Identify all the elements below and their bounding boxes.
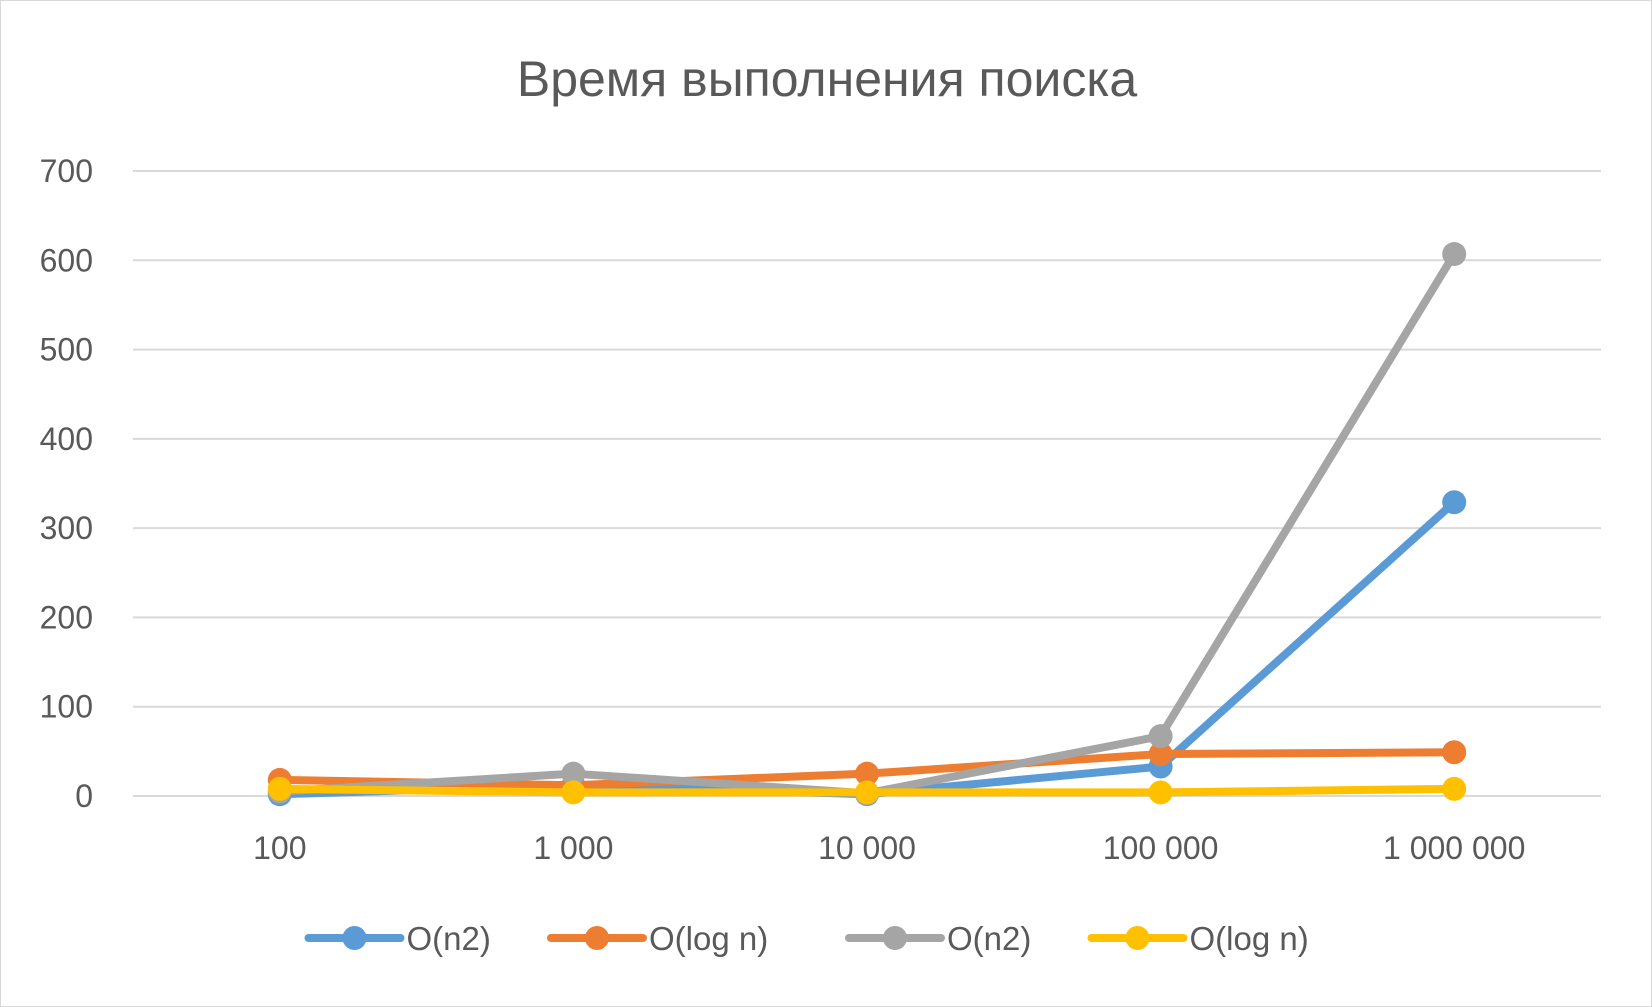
legend-swatch-marker [342, 926, 367, 950]
data-point [1148, 742, 1173, 767]
series-layer [267, 242, 1467, 807]
legend-label: O(log n) [1190, 920, 1309, 957]
x-axis-ticks: 100 1 000 10 000 100 000 1 000 000 [253, 830, 1525, 866]
data-point [1442, 740, 1467, 765]
x-tick-label: 10 000 [818, 830, 916, 866]
data-point [267, 776, 292, 801]
y-tick-label: 0 [75, 778, 93, 814]
y-tick-label: 300 [40, 510, 93, 546]
data-point [1442, 242, 1467, 267]
data-point [855, 761, 879, 786]
series-1 [267, 490, 1467, 807]
legend: O(n2) O(log n) O(n2) O(log n) [304, 920, 1309, 957]
data-point [1148, 724, 1173, 749]
x-tick-label: 1 000 [533, 830, 613, 866]
y-axis-ticks: 0 100 200 300 400 500 600 700 [40, 153, 93, 814]
y-tick-label: 200 [40, 599, 93, 635]
data-point [1148, 780, 1173, 805]
series-line [275, 250, 1459, 798]
legend-label: O(n2) [947, 920, 1031, 957]
y-tick-label: 500 [40, 332, 93, 368]
data-point [855, 780, 879, 805]
legend-label: O(n2) [407, 920, 491, 957]
y-tick-label: 600 [40, 242, 93, 278]
legend-swatch-marker [585, 926, 609, 950]
legend-swatch-marker [883, 926, 907, 950]
legend-item: O(log n) [1087, 920, 1309, 957]
x-tick-label: 1 000 000 [1383, 830, 1525, 866]
y-tick-label: 400 [40, 421, 93, 457]
chart-title: Время выполнения поиска [517, 51, 1137, 107]
data-point [1442, 776, 1467, 801]
series-3 [267, 242, 1467, 806]
legend-swatch-marker [1125, 926, 1150, 950]
x-tick-label: 100 000 [1103, 830, 1219, 866]
y-tick-label: 700 [40, 153, 93, 189]
legend-item: O(log n) [547, 920, 768, 957]
data-point [561, 761, 586, 786]
legend-label: O(log n) [649, 920, 768, 957]
legend-item: O(n2) [304, 920, 491, 957]
data-point [1442, 490, 1467, 515]
data-point [561, 780, 586, 805]
x-tick-label: 100 [253, 830, 306, 866]
grid-layer [133, 170, 1601, 797]
series-4 [267, 776, 1467, 805]
legend-item: O(n2) [845, 920, 1031, 957]
y-tick-label: 100 [40, 689, 93, 725]
